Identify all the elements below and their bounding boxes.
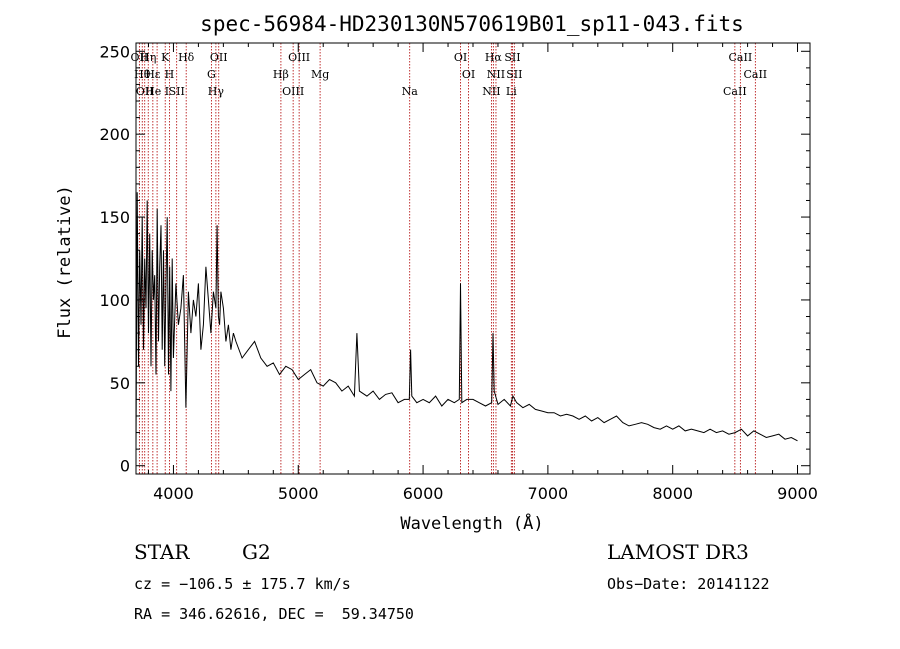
line-label-20: NII (482, 85, 500, 98)
x-tick-label-4000: 4000 (153, 484, 194, 503)
line-label-24: SII (504, 51, 520, 64)
line-label-13: Hβ (273, 68, 289, 81)
line-label-7: H (165, 68, 175, 81)
line-label-23: Li (506, 85, 517, 98)
x-tick-label-6000: 6000 (403, 484, 444, 503)
y-axis-ticks: 0 50 100 150 200 250 (99, 42, 810, 476)
y-tick-label-100: 100 (99, 291, 130, 310)
x-tick-label-8000: 8000 (652, 484, 693, 503)
line-label-10: G (207, 68, 216, 81)
object-subclass: G2 (242, 540, 271, 564)
line-label-6: K (161, 51, 170, 64)
line-label-17: Na (402, 85, 419, 98)
plot-frame (135, 42, 811, 475)
y-tick-label-150: 150 (99, 208, 130, 227)
line-label-27: CaII (729, 51, 753, 64)
observation-date: Obs−Date: 20141122 (607, 575, 770, 593)
flux-series-line (135, 192, 798, 450)
line-label-4: Hε (145, 68, 161, 81)
line-label-11: Hγ (208, 85, 225, 98)
y-tick-label-50: 50 (110, 374, 130, 393)
line-label-5: He I (145, 85, 169, 98)
x-tick-label-5000: 5000 (278, 484, 319, 503)
line-label-14: OIII (282, 85, 304, 98)
line-label-8: SII (169, 85, 185, 98)
y-tick-label-250: 250 (99, 42, 130, 61)
line-label-2: OII (136, 85, 154, 98)
x-axis-label: Wavelength (Å) (400, 512, 543, 534)
survey-name: LAMOST DR3 (607, 540, 749, 564)
line-label-1: Hθ (134, 68, 151, 81)
chart-title: spec-56984-HD230130N570619B01_sp11-043.f… (200, 12, 744, 36)
x-axis-ticks: 4000 5000 6000 7000 8000 9000 (147, 43, 818, 503)
line-label-25: SII (506, 68, 522, 81)
y-axis-label: Flux (relative) (55, 185, 75, 339)
line-label-19: OI (462, 68, 475, 81)
line-label-9: Hδ (178, 51, 195, 64)
y-tick-label-200: 200 (99, 125, 130, 144)
y-tick-label-0: 0 (120, 457, 130, 476)
line-label-3: Hη (140, 51, 156, 64)
object-class: STAR (134, 540, 190, 564)
line-label-28: CaII (743, 68, 767, 81)
line-label-16: Mg (311, 68, 329, 81)
line-label-22: NII (487, 68, 505, 81)
line-label-21: Hα (485, 51, 503, 64)
line-label-0: OII (131, 51, 149, 64)
coordinates: RA = 346.62616, DEC = 59.34750 (134, 605, 414, 623)
spectral-line-markers (138, 43, 756, 474)
x-tick-label-9000: 9000 (777, 484, 818, 503)
line-label-18: OI (454, 51, 467, 64)
line-label-26: CaII (723, 85, 747, 98)
x-tick-label-7000: 7000 (528, 484, 569, 503)
line-label-15: OIII (288, 51, 310, 64)
redshift-info: cz = −106.5 ± 175.7 km/s (134, 575, 351, 593)
line-label-12: OII (210, 51, 228, 64)
